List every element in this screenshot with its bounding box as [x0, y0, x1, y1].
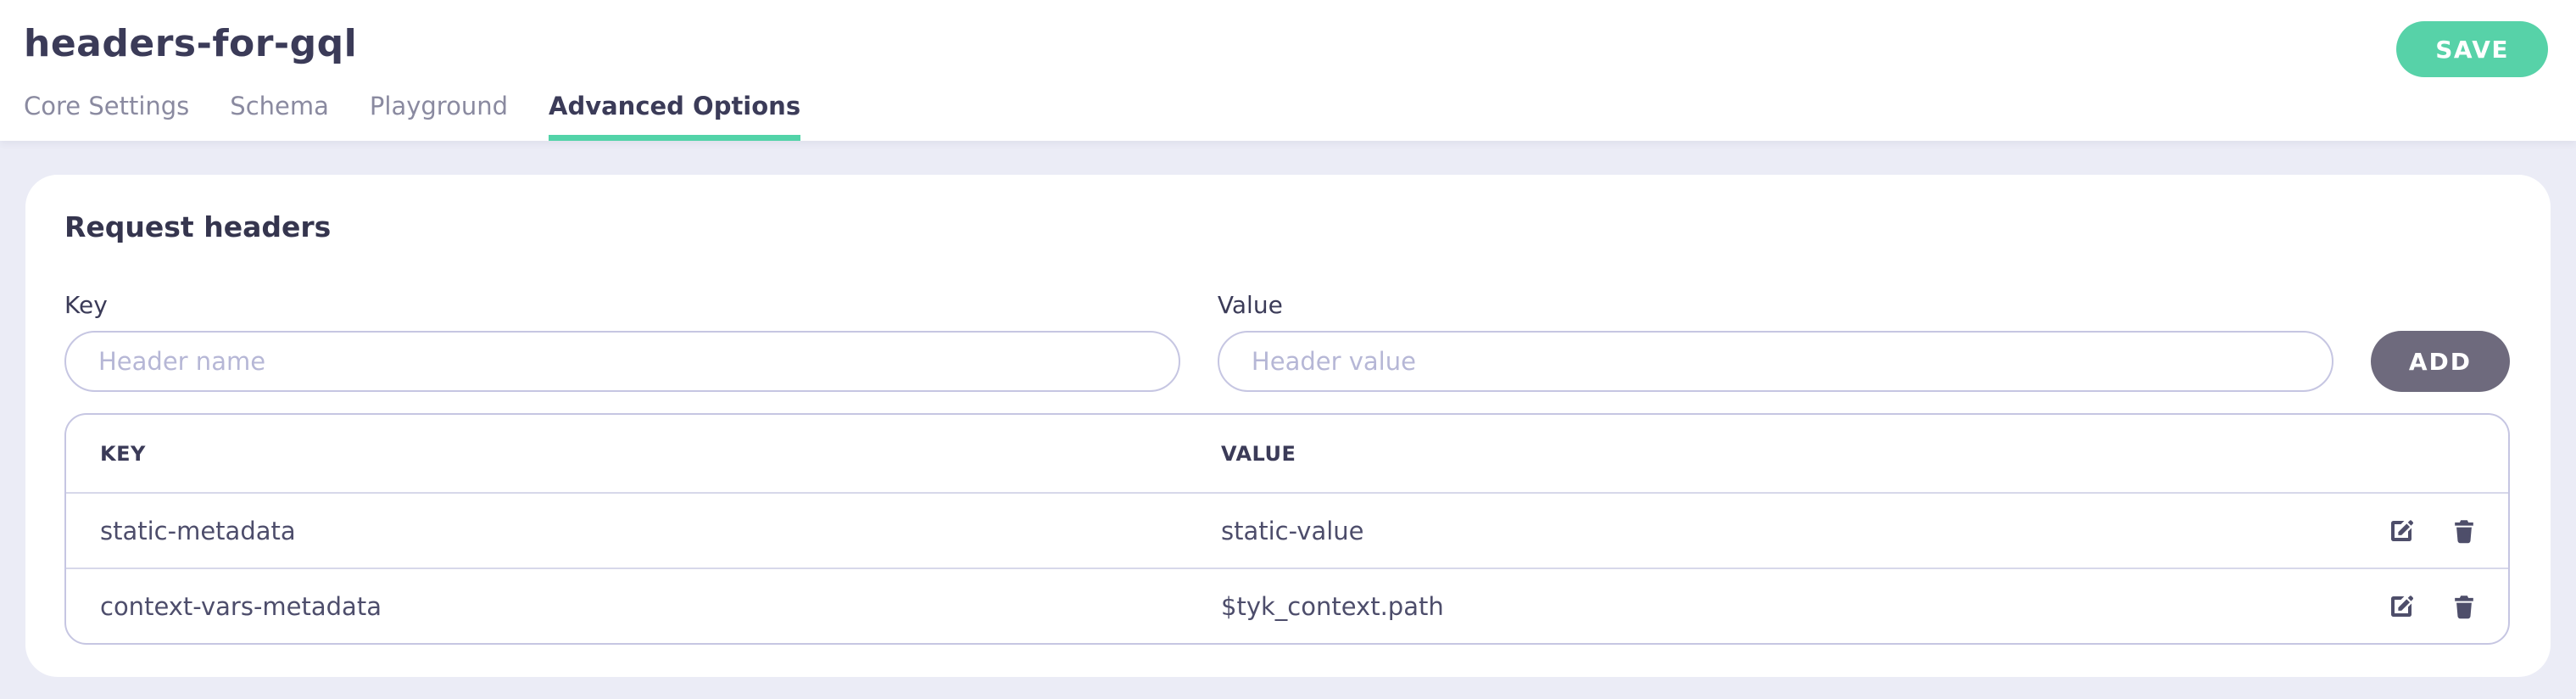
row-key: static-metadata	[100, 516, 296, 545]
add-header-form: Key Value ADD	[64, 291, 2510, 392]
edit-row-button[interactable]	[2388, 517, 2415, 545]
tab-playground[interactable]: Playground	[369, 92, 508, 120]
tab-advanced-options[interactable]: Advanced Options	[549, 92, 801, 141]
table-row: static-metadata static-value	[66, 492, 2508, 568]
panel-title: Request headers	[64, 210, 332, 243]
row-actions	[2388, 517, 2508, 545]
trash-icon	[2452, 517, 2476, 545]
column-header-value: VALUE	[1221, 441, 1296, 466]
edit-icon	[2388, 517, 2415, 545]
page-title: headers-for-gql	[24, 22, 358, 65]
edit-row-button[interactable]	[2388, 593, 2415, 620]
value-field-group: Value	[1217, 291, 2333, 392]
table-row: context-vars-metadata $tyk_context.path	[66, 568, 2508, 643]
key-label: Key	[64, 291, 108, 319]
value-label: Value	[1217, 291, 1283, 319]
key-field-group: Key	[64, 291, 1180, 392]
value-input[interactable]	[1217, 331, 2333, 392]
row-value: static-value	[1221, 516, 1364, 545]
row-actions	[2388, 593, 2508, 620]
request-headers-panel: Request headers Key Value ADD KEY VALUE …	[25, 175, 2551, 677]
key-input[interactable]	[64, 331, 1180, 392]
headers-table: KEY VALUE static-metadata static-value	[64, 413, 2510, 645]
row-value: $tyk_context.path	[1221, 591, 1444, 621]
tab-bar: Core Settings Schema Playground Advanced…	[24, 92, 801, 141]
tab-schema[interactable]: Schema	[230, 92, 329, 120]
save-button[interactable]: SAVE	[2396, 21, 2548, 77]
delete-row-button[interactable]	[2452, 517, 2476, 545]
add-header-button[interactable]: ADD	[2370, 331, 2510, 392]
edit-icon	[2388, 593, 2415, 620]
row-key: context-vars-metadata	[100, 591, 382, 621]
delete-row-button[interactable]	[2452, 593, 2476, 620]
column-header-key: KEY	[100, 441, 146, 466]
main-content: Request headers Key Value ADD KEY VALUE …	[0, 141, 2576, 677]
trash-icon	[2452, 593, 2476, 620]
table-header-row: KEY VALUE	[66, 415, 2508, 492]
page-header: headers-for-gql SAVE Core Settings Schem…	[0, 0, 2576, 141]
tab-core-settings[interactable]: Core Settings	[24, 92, 190, 120]
